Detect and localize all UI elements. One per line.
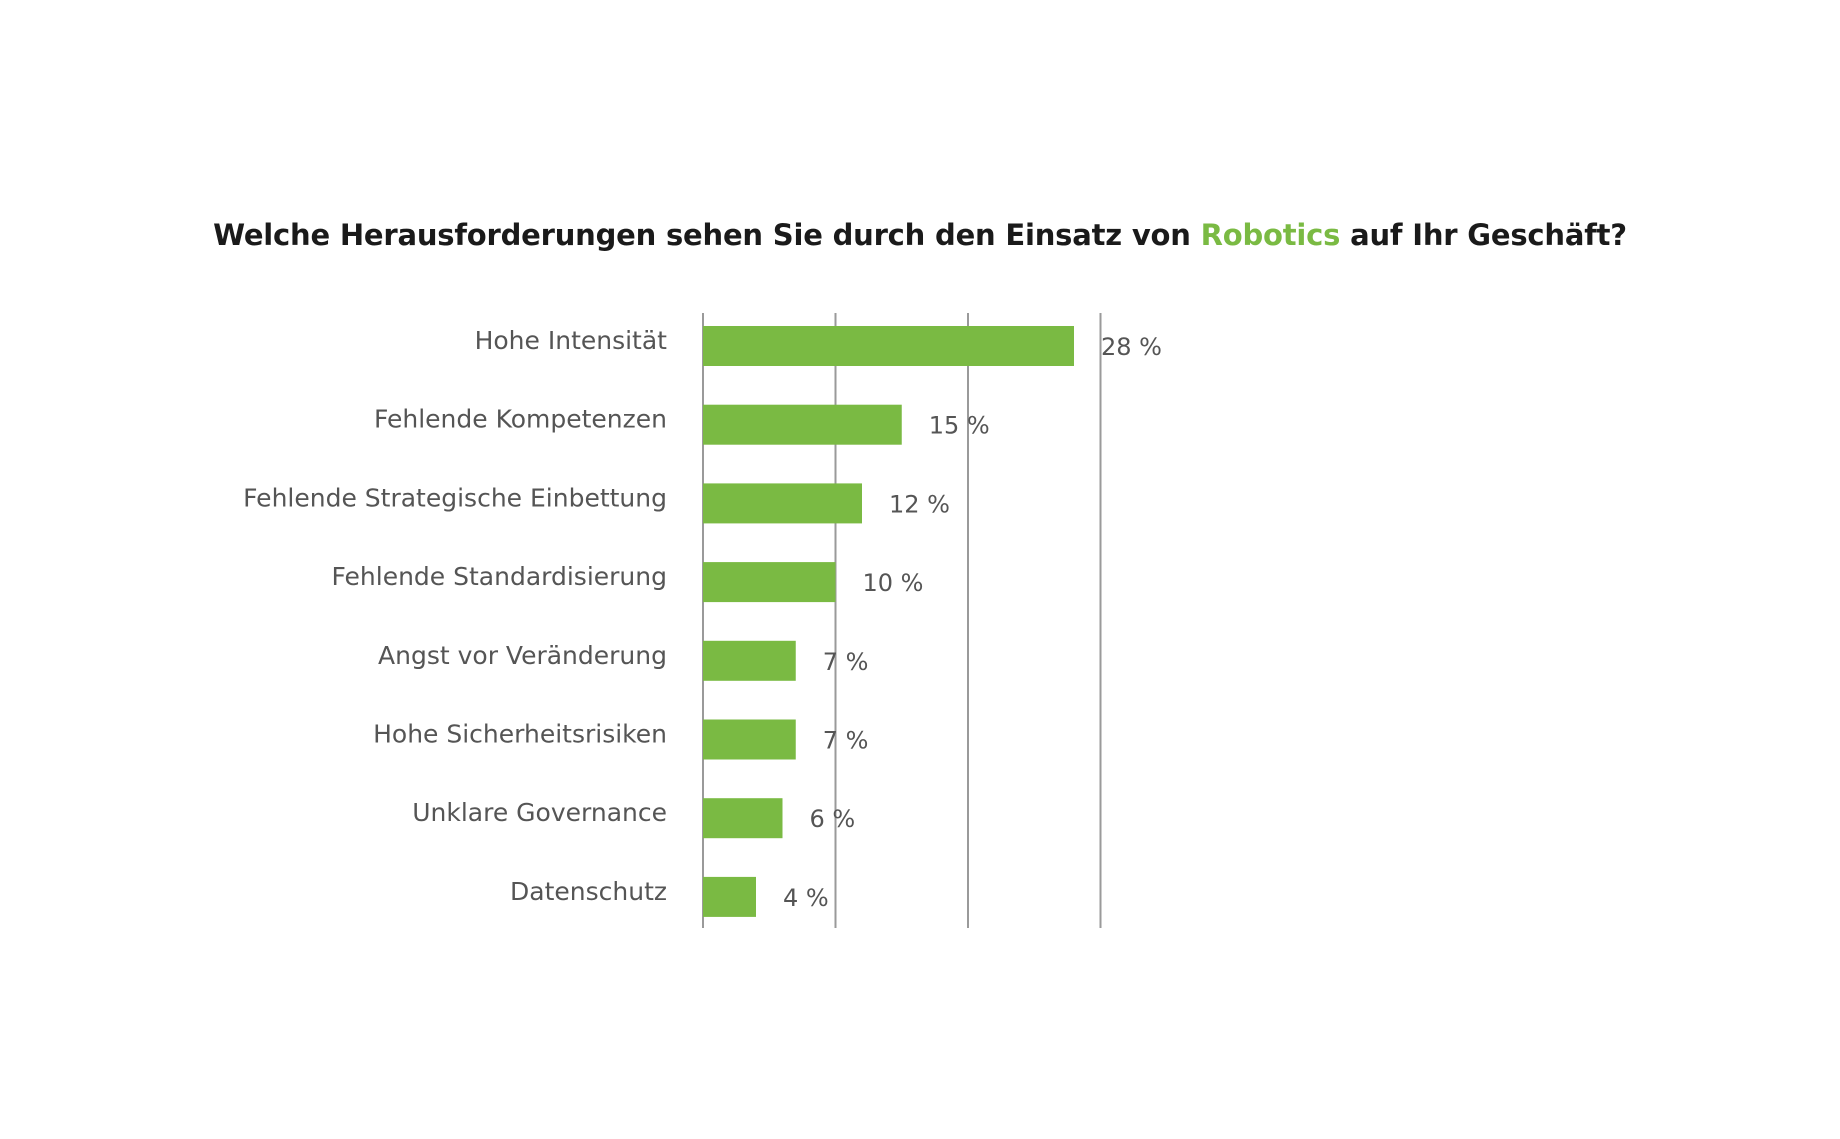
bar-3 (703, 483, 862, 524)
bar-1 (703, 326, 1074, 366)
value-label-5: 7 % (823, 648, 869, 676)
bar-7 (703, 798, 783, 839)
chart-title: Welche Herausforderungen sehen Sie durch… (0, 218, 1840, 252)
bar-4 (703, 562, 836, 603)
value-label-8: 4 % (783, 884, 829, 912)
chart-title-prefix: Welche Herausforderungen sehen Sie durch… (213, 218, 1201, 252)
bar-8 (703, 876, 756, 917)
category-label-2: Fehlende Kompetenzen (374, 405, 667, 434)
bars (703, 326, 1074, 917)
category-label-4: Fehlende Standardisierung (332, 562, 667, 591)
category-label-3: Fehlende Strategische Einbettung (243, 483, 667, 512)
bar-2 (703, 404, 902, 445)
category-label-8: Datenschutz (510, 877, 667, 906)
value-label-4: 10 % (863, 569, 924, 597)
chart-title-suffix: auf Ihr Geschäft? (1340, 218, 1627, 252)
value-labels: 28 % 15 % 12 % 10 % 7 % 7 % 6 % 4 % (783, 333, 1162, 912)
value-label-7: 6 % (810, 805, 856, 833)
category-label-5: Angst vor Veränderung (378, 641, 667, 670)
value-label-3: 12 % (889, 490, 950, 518)
bar-5 (703, 640, 796, 681)
bar-6 (703, 719, 796, 760)
category-label-1: Hohe Intensität (475, 326, 668, 355)
value-label-6: 7 % (823, 727, 869, 755)
category-label-6: Hohe Sicherheitsrisiken (373, 720, 667, 749)
chart-title-highlight: Robotics (1200, 218, 1341, 252)
category-labels: Hohe Intensität Fehlende Kompetenzen Fehle… (243, 326, 667, 906)
value-label-1: 28 % (1101, 333, 1162, 361)
value-label-2: 15 % (929, 412, 990, 440)
category-label-7: Unklare Governance (412, 798, 667, 827)
